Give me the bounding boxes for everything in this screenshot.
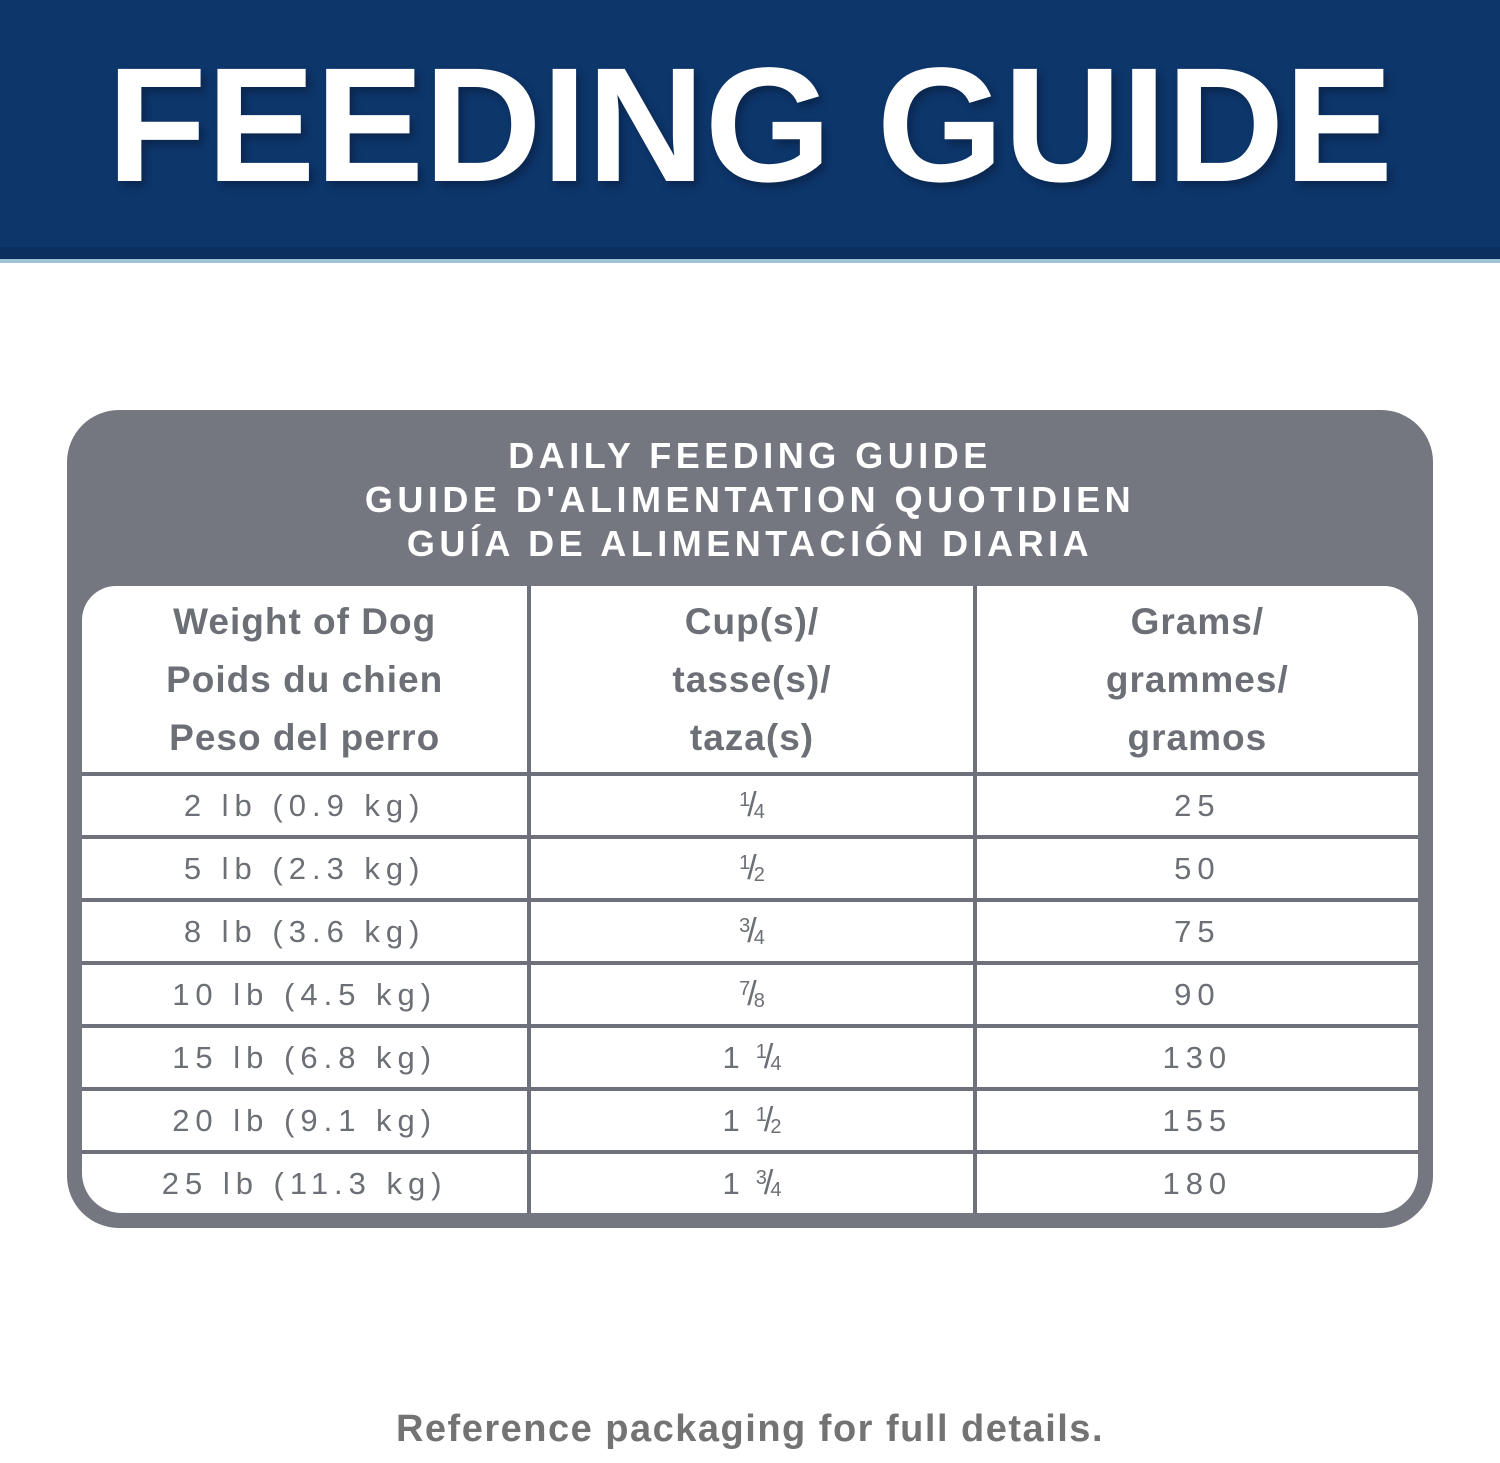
- cups-numerator: 7: [739, 978, 751, 1000]
- table-row: 10 lb (4.5 kg) 7/8 90: [82, 961, 1418, 1024]
- panel-heading-en: DAILY FEEDING GUIDE: [508, 435, 992, 476]
- weight-cell: 15 lb (6.8 kg): [172, 1039, 438, 1075]
- panel-heading-es: GUÍA DE ALIMENTACIÓN DIARIA: [406, 523, 1094, 564]
- cups-numerator: 1: [739, 852, 751, 874]
- weight-cell: 10 lb (4.5 kg): [172, 976, 438, 1012]
- weight-cell: 20 lb (9.1 kg): [172, 1102, 438, 1138]
- column-header-cups-es: taza(s): [689, 716, 815, 758]
- weight-cell: 8 lb (3.6 kg): [183, 913, 426, 949]
- cups-denominator: 4: [770, 1053, 782, 1075]
- cups-denominator: 4: [753, 801, 765, 823]
- cups-value: 1 1/2: [723, 1101, 782, 1140]
- weight-cell: 5 lb (2.3 kg): [183, 850, 426, 886]
- cups-denominator: 4: [770, 1179, 782, 1201]
- cups-cell: 3/4: [527, 902, 972, 961]
- table-row: 8 lb (3.6 kg) 3/4 75: [82, 898, 1418, 961]
- grams-cell: 90: [972, 965, 1418, 1024]
- cups-numerator: 1: [739, 789, 751, 811]
- cups-denominator: 2: [770, 1116, 782, 1138]
- cups-denominator: 4: [753, 927, 765, 949]
- column-header-grams-fr: grammes/: [1105, 658, 1289, 700]
- cups-whole: 1: [722, 1166, 746, 1201]
- cups-cell: 7/8: [527, 965, 972, 1024]
- panel-heading-fr: GUIDE D'ALIMENTATION QUOTIDIEN: [364, 479, 1136, 520]
- daily-feeding-panel: DAILY FEEDING GUIDE GUIDE D'ALIMENTATION…: [67, 410, 1433, 1228]
- grams-cell: 130: [972, 1028, 1418, 1087]
- fraction-slash: /: [747, 786, 757, 824]
- footer-note: Reference packaging for full details.: [395, 1408, 1104, 1450]
- fraction-slash: /: [763, 1101, 774, 1139]
- cups-cell: 1 3/4: [527, 1154, 972, 1213]
- table-row: 15 lb (6.8 kg) 1 1/4 130: [82, 1024, 1418, 1087]
- cups-numerator: 1: [755, 1104, 767, 1126]
- cups-whole: 1: [722, 1040, 746, 1075]
- grams-cell: 25: [972, 776, 1418, 835]
- cups-value: 3/4: [739, 912, 765, 951]
- weight-cell: 25 lb (11.3 kg): [161, 1165, 448, 1201]
- table-row: 25 lb (11.3 kg) 1 3/4 180: [82, 1150, 1418, 1213]
- header-band: FEEDING GUIDE: [0, 0, 1500, 263]
- column-header-cups-en: Cup(s)/: [684, 600, 820, 642]
- cups-denominator: 8: [753, 990, 765, 1012]
- fraction-slash: /: [763, 1038, 774, 1076]
- column-header-grams-en: Grams/: [1130, 600, 1265, 642]
- panel-heading: DAILY FEEDING GUIDE GUIDE D'ALIMENTATION…: [82, 410, 1418, 586]
- column-header-weight: Weight of Dog Poids du chien Peso del pe…: [82, 586, 527, 772]
- grams-cell: 75: [972, 902, 1418, 961]
- cups-denominator: 2: [753, 864, 765, 886]
- cups-value: 1 3/4: [723, 1164, 782, 1203]
- column-header-weight-en: Weight of Dog: [173, 600, 437, 642]
- column-header-cups-fr: tasse(s)/: [672, 658, 832, 700]
- cups-numerator: 1: [755, 1041, 767, 1063]
- cups-value: 7/8: [739, 975, 765, 1014]
- cups-cell: 1 1/4: [527, 1028, 972, 1087]
- column-header-grams: Grams/ grammes/ gramos: [972, 586, 1418, 772]
- cups-cell: 1 1/2: [527, 1091, 972, 1150]
- column-header-weight-es: Peso del perro: [169, 716, 441, 758]
- fraction-slash: /: [763, 1164, 774, 1202]
- table-header-row: Weight of Dog Poids du chien Peso del pe…: [82, 586, 1418, 772]
- cups-cell: 1/2: [527, 839, 972, 898]
- table-row: 20 lb (9.1 kg) 1 1/2 155: [82, 1087, 1418, 1150]
- cups-numerator: 3: [755, 1167, 767, 1189]
- grams-cell: 180: [972, 1154, 1418, 1213]
- feeding-table: Weight of Dog Poids du chien Peso del pe…: [82, 586, 1418, 1213]
- weight-cell: 2 lb (0.9 kg): [183, 787, 426, 823]
- column-header-grams-es: gramos: [1127, 716, 1268, 758]
- column-header-weight-fr: Poids du chien: [166, 658, 444, 700]
- column-header-cups: Cup(s)/ tasse(s)/ taza(s): [527, 586, 972, 772]
- cups-value: 1 1/4: [723, 1038, 782, 1077]
- cups-whole: 1: [722, 1103, 746, 1138]
- cups-value: 1/2: [739, 849, 765, 888]
- fraction-slash: /: [747, 975, 757, 1013]
- fraction-slash: /: [747, 912, 757, 950]
- cups-numerator: 3: [739, 915, 751, 937]
- table-row: 2 lb (0.9 kg) 1/4 25: [82, 772, 1418, 835]
- table-row: 5 lb (2.3 kg) 1/2 50: [82, 835, 1418, 898]
- fraction-slash: /: [747, 849, 757, 887]
- cups-value: 1/4: [739, 786, 765, 825]
- grams-cell: 50: [972, 839, 1418, 898]
- grams-cell: 155: [972, 1091, 1418, 1150]
- page-title: FEEDING GUIDE: [106, 32, 1393, 216]
- cups-cell: 1/4: [527, 776, 972, 835]
